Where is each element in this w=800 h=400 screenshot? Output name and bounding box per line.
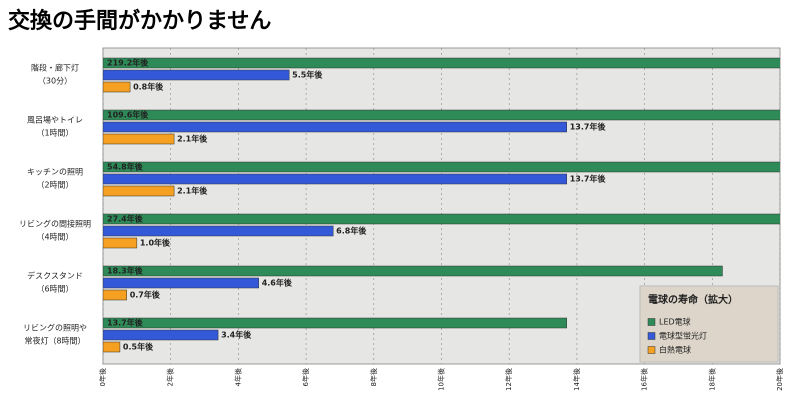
bar: [103, 341, 121, 353]
bar: [103, 329, 219, 341]
bar: [103, 277, 259, 289]
legend-label: LED電球: [659, 317, 691, 327]
y-tick-label: キッチンの照明: [27, 168, 83, 177]
value-label: 1.0年後: [140, 238, 171, 248]
value-label: 4.6年後: [262, 278, 293, 288]
bar: [103, 265, 723, 277]
bar: [103, 57, 780, 69]
x-tick-label: 20年後: [775, 368, 784, 391]
value-label: 54.8年後: [107, 162, 144, 172]
value-label: 6.8年後: [336, 226, 367, 236]
value-label: 2.1年後: [177, 186, 208, 196]
bar: [103, 109, 780, 121]
legend-box: [639, 285, 779, 363]
y-tick-label: （1時間）: [36, 129, 73, 138]
value-label: 18.3年後: [107, 266, 144, 276]
value-label: 2.1年後: [177, 134, 208, 144]
value-label: 5.5年後: [292, 70, 323, 80]
legend-swatch: [647, 332, 656, 340]
x-tick-label: 4年後: [233, 368, 242, 386]
value-label: 109.6年後: [107, 110, 149, 120]
legend-swatch: [647, 318, 656, 326]
legend-label: 電球型蛍光灯: [659, 331, 707, 341]
y-tick-label: デスクスタンド: [27, 271, 83, 281]
bar: [103, 237, 138, 249]
legend-label: 白熱電球: [659, 345, 691, 355]
x-tick-label: 12年後: [504, 368, 513, 391]
value-label: 0.7年後: [130, 290, 161, 300]
y-tick-label: （6時間）: [36, 285, 73, 294]
x-tick-label: 6年後: [301, 368, 310, 386]
value-label: 27.4年後: [107, 214, 144, 224]
y-tick-label: リビングの間接照明: [19, 219, 91, 229]
value-label: 3.4年後: [221, 330, 252, 340]
value-label: 219.2年後: [107, 58, 149, 68]
bar: [103, 317, 567, 329]
bar: [103, 173, 567, 185]
bar: [103, 225, 334, 237]
value-label: 0.5年後: [123, 342, 154, 352]
x-tick-label: 18年後: [707, 368, 716, 391]
x-tick-label: 2年後: [166, 368, 175, 386]
legend-swatch: [647, 346, 656, 354]
x-tick-label: 14年後: [572, 368, 581, 391]
y-tick-label: 階段・廊下灯: [31, 63, 79, 73]
x-tick-label: 0年後: [98, 368, 107, 386]
bar: [103, 121, 567, 133]
bar: [103, 81, 131, 93]
value-label: 13.7年後: [570, 174, 607, 184]
y-tick-label: （30分）: [38, 77, 72, 86]
x-tick-label: 8年後: [369, 368, 378, 386]
y-tick-label: リビングの照明や: [23, 323, 87, 333]
y-tick-label: （2時間）: [36, 181, 73, 190]
y-tick-label: 常夜灯（8時間）: [24, 336, 85, 346]
value-label: 13.7年後: [570, 122, 607, 132]
legend-title: 電球の寿命（拡大）: [648, 293, 738, 306]
bar: [103, 133, 175, 145]
bar: [103, 213, 780, 225]
bar: [103, 185, 175, 197]
y-tick-label: 風呂場やトイレ: [27, 115, 83, 125]
chart-title: 交換の手間がかかりません: [8, 8, 271, 34]
x-tick-label: 16年後: [640, 368, 649, 391]
bar: [103, 161, 780, 173]
bar: [103, 289, 127, 301]
y-tick-label: （4時間）: [36, 233, 73, 242]
x-tick-label: 10年後: [437, 368, 446, 391]
value-label: 13.7年後: [107, 318, 144, 328]
value-label: 0.8年後: [133, 82, 164, 92]
bar: [103, 69, 290, 81]
